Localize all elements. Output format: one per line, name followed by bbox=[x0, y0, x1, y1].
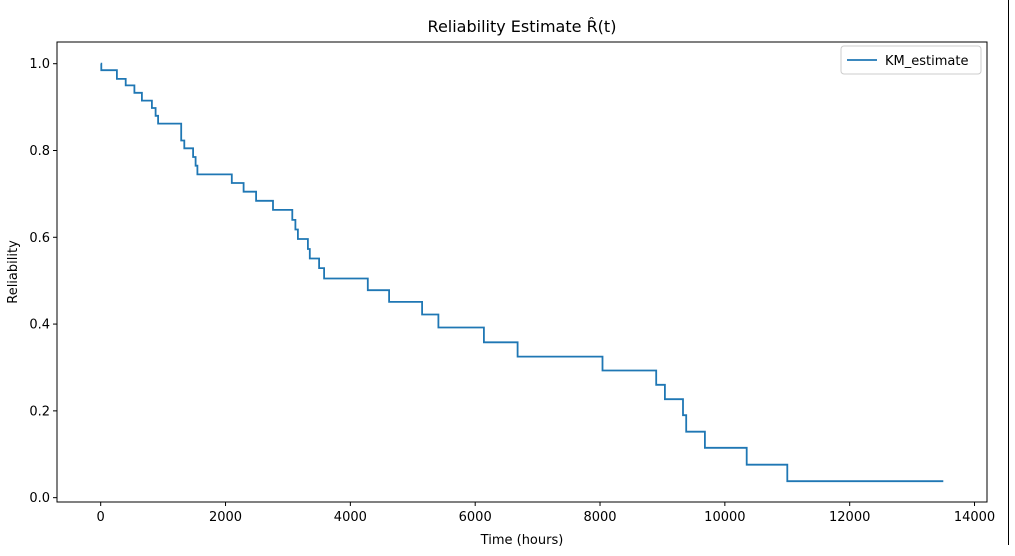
x-tick-label: 6000 bbox=[459, 510, 492, 525]
y-axis-label: Reliability bbox=[6, 240, 21, 304]
legend: KM_estimate bbox=[840, 45, 982, 75]
y-tick-label: 1.0 bbox=[29, 57, 50, 72]
x-tick-label: 2000 bbox=[209, 510, 242, 525]
window-edge-divider bbox=[1008, 0, 1009, 545]
legend-box bbox=[840, 45, 982, 75]
x-axis: 0 2000 4000 6000 8000 10000 12000 14000 bbox=[97, 502, 995, 525]
x-tick-label: 0 bbox=[97, 510, 105, 525]
y-tick-label: 0.0 bbox=[29, 491, 50, 506]
x-tick-label: 10000 bbox=[704, 510, 745, 525]
y-tick-label: 0.8 bbox=[29, 144, 50, 159]
y-tick-label: 0.6 bbox=[29, 231, 50, 246]
plot-frame bbox=[56, 41, 988, 503]
series-line-km_estimate bbox=[100, 62, 944, 483]
x-axis-label: Time (hours) bbox=[480, 533, 564, 548]
x-tick-label: 14000 bbox=[954, 510, 995, 525]
chart-title: Reliability Estimate R̂(t) bbox=[428, 17, 617, 36]
y-tick-label: 0.4 bbox=[29, 318, 50, 333]
x-tick-label: 8000 bbox=[583, 510, 616, 525]
legend-label: KM_estimate bbox=[885, 54, 968, 69]
x-tick-label: 4000 bbox=[334, 510, 367, 525]
y-axis: 0.0 0.2 0.4 0.6 0.8 1.0 bbox=[29, 57, 57, 506]
x-tick-label: 12000 bbox=[829, 510, 870, 525]
series-layer bbox=[100, 62, 944, 483]
y-tick-label: 0.2 bbox=[29, 404, 50, 419]
